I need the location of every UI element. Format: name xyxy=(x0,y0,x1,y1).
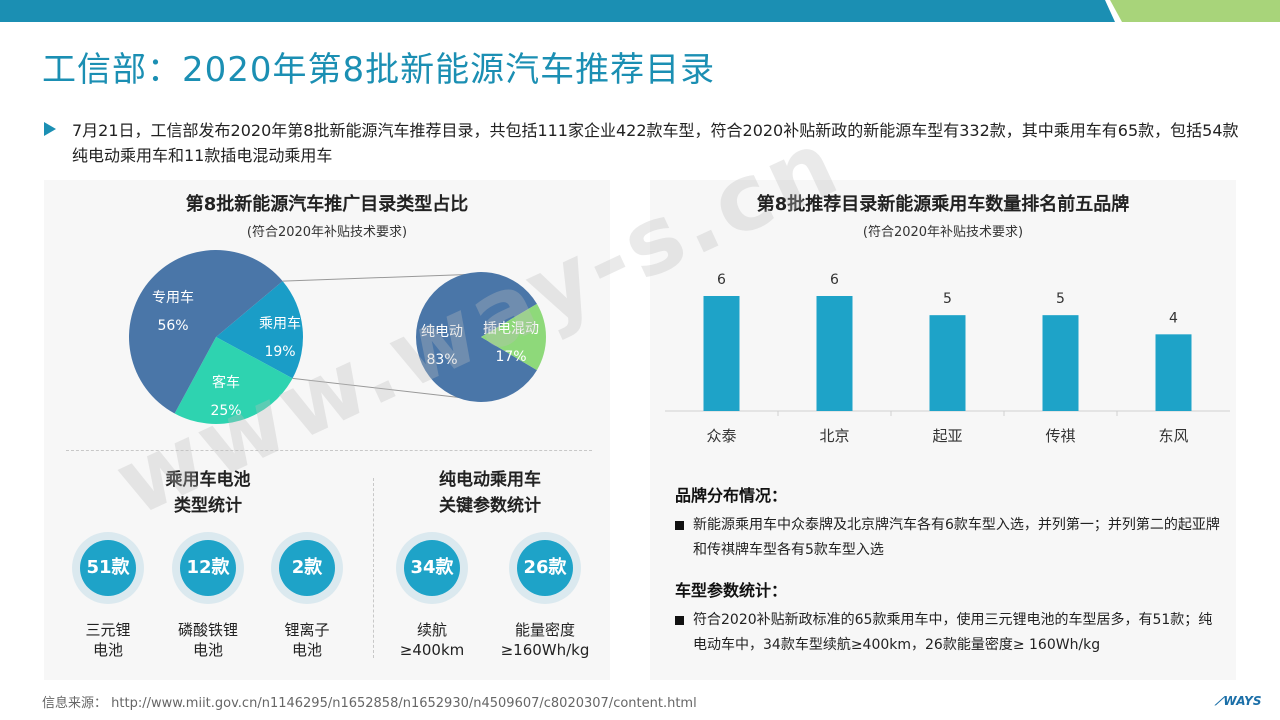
label-line2: 电池 xyxy=(291,641,322,659)
x-tick-label: 东风 xyxy=(1158,427,1188,445)
connector-line xyxy=(292,377,482,401)
pie-slice-客车 xyxy=(174,337,293,424)
label-line2: 电池 xyxy=(92,641,123,659)
bar-传祺 xyxy=(1042,315,1079,411)
subpie-label: 纯电动 xyxy=(421,324,463,340)
battery-stat-lfp: 12款 xyxy=(172,532,244,604)
bar-北京 xyxy=(816,296,853,411)
intro-paragraph: 7月21日，工信部发布2020年第8批新能源汽车推荐目录，共包括111家企业42… xyxy=(44,118,1244,168)
subpie-label: 插电混动 xyxy=(483,321,539,337)
logo-text: WAYS xyxy=(1223,694,1262,708)
ev-stat-range: 34款 xyxy=(396,532,468,604)
bullet-square-icon xyxy=(675,521,684,530)
subpie-slice-纯电动 xyxy=(415,272,537,402)
battery-title-line2: 类型统计 xyxy=(174,496,242,516)
brand-heading: 品牌分布情况： xyxy=(675,486,788,505)
pie-chart-subtitle: (符合2020年补贴技术要求) xyxy=(246,225,408,240)
top-banner xyxy=(0,0,1280,22)
label-line2: 电池 xyxy=(192,641,223,659)
right-panel xyxy=(650,180,1236,680)
param-bullet: 符合2020补贴新政标准的65款乘用车中，使用三元锂电池的车型居多，有51款；纯… xyxy=(675,608,1220,658)
ev-title-line2: 关键参数统计 xyxy=(439,496,541,516)
x-tick-label: 北京 xyxy=(819,427,849,445)
stat-value: 2款 xyxy=(279,540,335,596)
x-tick-label: 起亚 xyxy=(932,427,962,445)
label-line1: 续航 xyxy=(416,621,447,639)
bar-chart-title: 第8批推荐目录新能源乘用车数量排名前五品牌 xyxy=(756,194,1130,215)
pie-value-label: 56% xyxy=(157,318,188,334)
source-link[interactable]: 信息来源： http://www.miit.gov.cn/n1146295/n1… xyxy=(42,696,697,711)
stat-value: 12款 xyxy=(180,540,236,596)
bar-众泰 xyxy=(703,296,740,411)
pie-charts: 专用车 56% 乘用车 19% 客车 25% 纯电动 83% 插电混动 17% xyxy=(129,249,546,424)
bullet-square-icon xyxy=(675,616,684,625)
bar-起亚 xyxy=(929,315,966,411)
section-divider xyxy=(66,450,592,451)
x-tick-label: 传祺 xyxy=(1045,427,1075,445)
pie-chart-title: 第8批新能源汽车推广目录类型占比 xyxy=(185,194,469,215)
bar-value-label: 4 xyxy=(1169,310,1178,326)
pie-slice-专用车 xyxy=(129,249,283,414)
label-line1: 三元锂 xyxy=(85,621,131,639)
param-text: 符合2020补贴新政标准的65款乘用车中，使用三元锂电池的车型居多，有51款；纯… xyxy=(693,612,1213,653)
battery-label-lfp: 磷酸铁锂 电池 xyxy=(158,620,258,660)
battery-label-ternary: 三元锂 电池 xyxy=(58,620,158,660)
stat-value: 26款 xyxy=(517,540,573,596)
ev-label-range: 续航 ≥400km xyxy=(377,620,487,660)
label-line2: ≥400km xyxy=(399,641,465,659)
ways-logo: ⟋WAYS xyxy=(1215,694,1261,709)
battery-stat-ternary: 51款 xyxy=(72,532,144,604)
label-line1: 能量密度 xyxy=(514,621,575,639)
bar-value-label: 5 xyxy=(943,291,952,307)
battery-label-li-ion: 锂离子 电池 xyxy=(257,620,357,660)
page-title: 工信部：2020年第8批新能源汽车推荐目录 xyxy=(42,50,716,90)
label-line1: 磷酸铁锂 xyxy=(177,621,238,639)
stat-value: 51款 xyxy=(80,540,136,596)
intro-text: 7月21日，工信部发布2020年第8批新能源汽车推荐目录，共包括111家企业42… xyxy=(72,121,1239,165)
column-divider xyxy=(373,478,374,658)
pie-label: 专用车 xyxy=(152,289,194,306)
bullet-triangle-icon xyxy=(44,122,56,136)
bar-value-label: 6 xyxy=(830,272,839,288)
brand-text: 新能源乘用车中众泰牌及北京牌汽车各有6款车型入选，并列第一；并列第二的起亚牌和传… xyxy=(693,517,1220,558)
param-heading: 车型参数统计： xyxy=(675,581,788,600)
pie-label: 乘用车 xyxy=(259,315,301,332)
ev-label-energy-density: 能量密度 ≥160Wh/kg xyxy=(485,620,605,660)
label-line2: ≥160Wh/kg xyxy=(500,641,590,659)
bar-value-label: 5 xyxy=(1056,291,1065,307)
pie-value-label: 19% xyxy=(264,344,295,360)
logo-mark-icon: ⟋ xyxy=(1215,694,1224,708)
battery-title-line1: 乘用车电池 xyxy=(165,470,251,490)
ev-params-section-title: 纯电动乘用车 关键参数统计 xyxy=(400,467,580,519)
subpie-value-label: 83% xyxy=(426,352,457,368)
bar-value-label: 6 xyxy=(717,272,726,288)
subpie-slice-插电混动 xyxy=(481,303,546,371)
stat-value: 34款 xyxy=(404,540,460,596)
bar-chart-subtitle: (符合2020年补贴技术要求) xyxy=(862,225,1024,240)
bar-chart: 6 众泰 6 北京 5 起亚 5 传祺 4 东风 xyxy=(665,272,1230,445)
label-line1: 锂离子 xyxy=(284,621,330,639)
pie-value-label: 25% xyxy=(210,403,241,419)
ev-stat-energy-density: 26款 xyxy=(509,532,581,604)
battery-section-title: 乘用车电池 类型统计 xyxy=(128,467,288,519)
subpie-value-label: 17% xyxy=(495,349,526,365)
x-tick-label: 众泰 xyxy=(706,427,736,445)
battery-stat-li-ion: 2款 xyxy=(271,532,343,604)
pie-label: 客车 xyxy=(212,374,240,391)
brand-bullet: 新能源乘用车中众泰牌及北京牌汽车各有6款车型入选，并列第一；并列第二的起亚牌和传… xyxy=(675,513,1220,563)
bar-东风 xyxy=(1155,334,1192,411)
ev-title-line1: 纯电动乘用车 xyxy=(439,470,541,490)
connector-line xyxy=(282,273,482,282)
pie-slice-乘用车 xyxy=(216,281,304,379)
